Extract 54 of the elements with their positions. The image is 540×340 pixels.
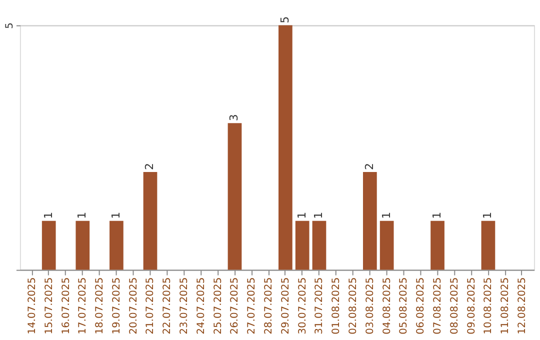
x-tick-label: 01.08.2025 [331, 277, 342, 334]
bar [76, 220, 90, 270]
x-tick-label: 05.08.2025 [398, 277, 410, 334]
x-tick-label: 18.07.2025 [94, 277, 106, 334]
bar [312, 220, 326, 270]
data-label: 1 [295, 212, 308, 219]
data-label: 1 [76, 212, 89, 219]
x-tick-label: 06.08.2025 [416, 277, 427, 334]
x-tick-label: 11.08.2025 [500, 277, 512, 334]
bar [380, 220, 394, 270]
x-tick-label: 16.07.2025 [60, 277, 72, 334]
x-tick-label: 09.08.2025 [466, 277, 478, 334]
x-tick-label: 10.08.2025 [483, 277, 494, 334]
x-tick-label: 04.08.2025 [382, 277, 393, 334]
bar [278, 25, 292, 270]
data-label: 5 [278, 16, 292, 24]
data-label: 3 [228, 114, 241, 122]
x-tick-label: 25.07.2025 [212, 277, 224, 334]
x-tick-label: 29.07.2025 [280, 277, 292, 334]
x-tick-label: 31.07.2025 [314, 277, 326, 334]
x-tick-label: 19.07.2025 [111, 277, 122, 334]
x-tick-label: 03.08.2025 [364, 277, 376, 334]
bar [363, 172, 377, 270]
x-tick-label: 28.07.2025 [264, 277, 275, 334]
bar [42, 220, 56, 270]
bar [295, 220, 310, 270]
data-label: 2 [362, 163, 376, 170]
x-tick-label: 26.07.2025 [230, 277, 241, 334]
bar [481, 220, 496, 270]
x-tick-label: 17.07.2025 [78, 277, 89, 334]
x-tick-label: 02.08.2025 [348, 277, 360, 334]
x-tick-label: 23.07.2025 [179, 277, 190, 334]
data-label: 1 [380, 212, 393, 219]
bar [110, 220, 124, 270]
x-tick-label: 21.07.2025 [145, 277, 156, 334]
x-tick-label: 12.08.2025 [517, 277, 528, 334]
bar [228, 123, 242, 270]
x-tick-label: 30.07.2025 [297, 277, 308, 334]
data-label: 1 [109, 212, 122, 219]
x-tick-label: 24.07.2025 [196, 277, 207, 334]
bar [430, 220, 444, 270]
x-tick-label: 07.08.2025 [432, 277, 444, 334]
x-tick-label: 20.07.2025 [128, 277, 140, 334]
x-tick-label: 08.08.2025 [449, 277, 460, 334]
data-label: 1 [312, 212, 326, 219]
data-label: 1 [42, 212, 55, 219]
data-label: 1 [481, 212, 494, 219]
x-tick-label: 27.07.2025 [246, 277, 258, 334]
x-tick-label: 14.07.2025 [26, 277, 38, 334]
x-tick-label: 15.07.2025 [44, 277, 55, 334]
data-label: 2 [143, 163, 156, 170]
bar [143, 172, 158, 270]
data-label: 1 [430, 212, 444, 219]
x-tick-label: 22.07.2025 [162, 277, 174, 334]
